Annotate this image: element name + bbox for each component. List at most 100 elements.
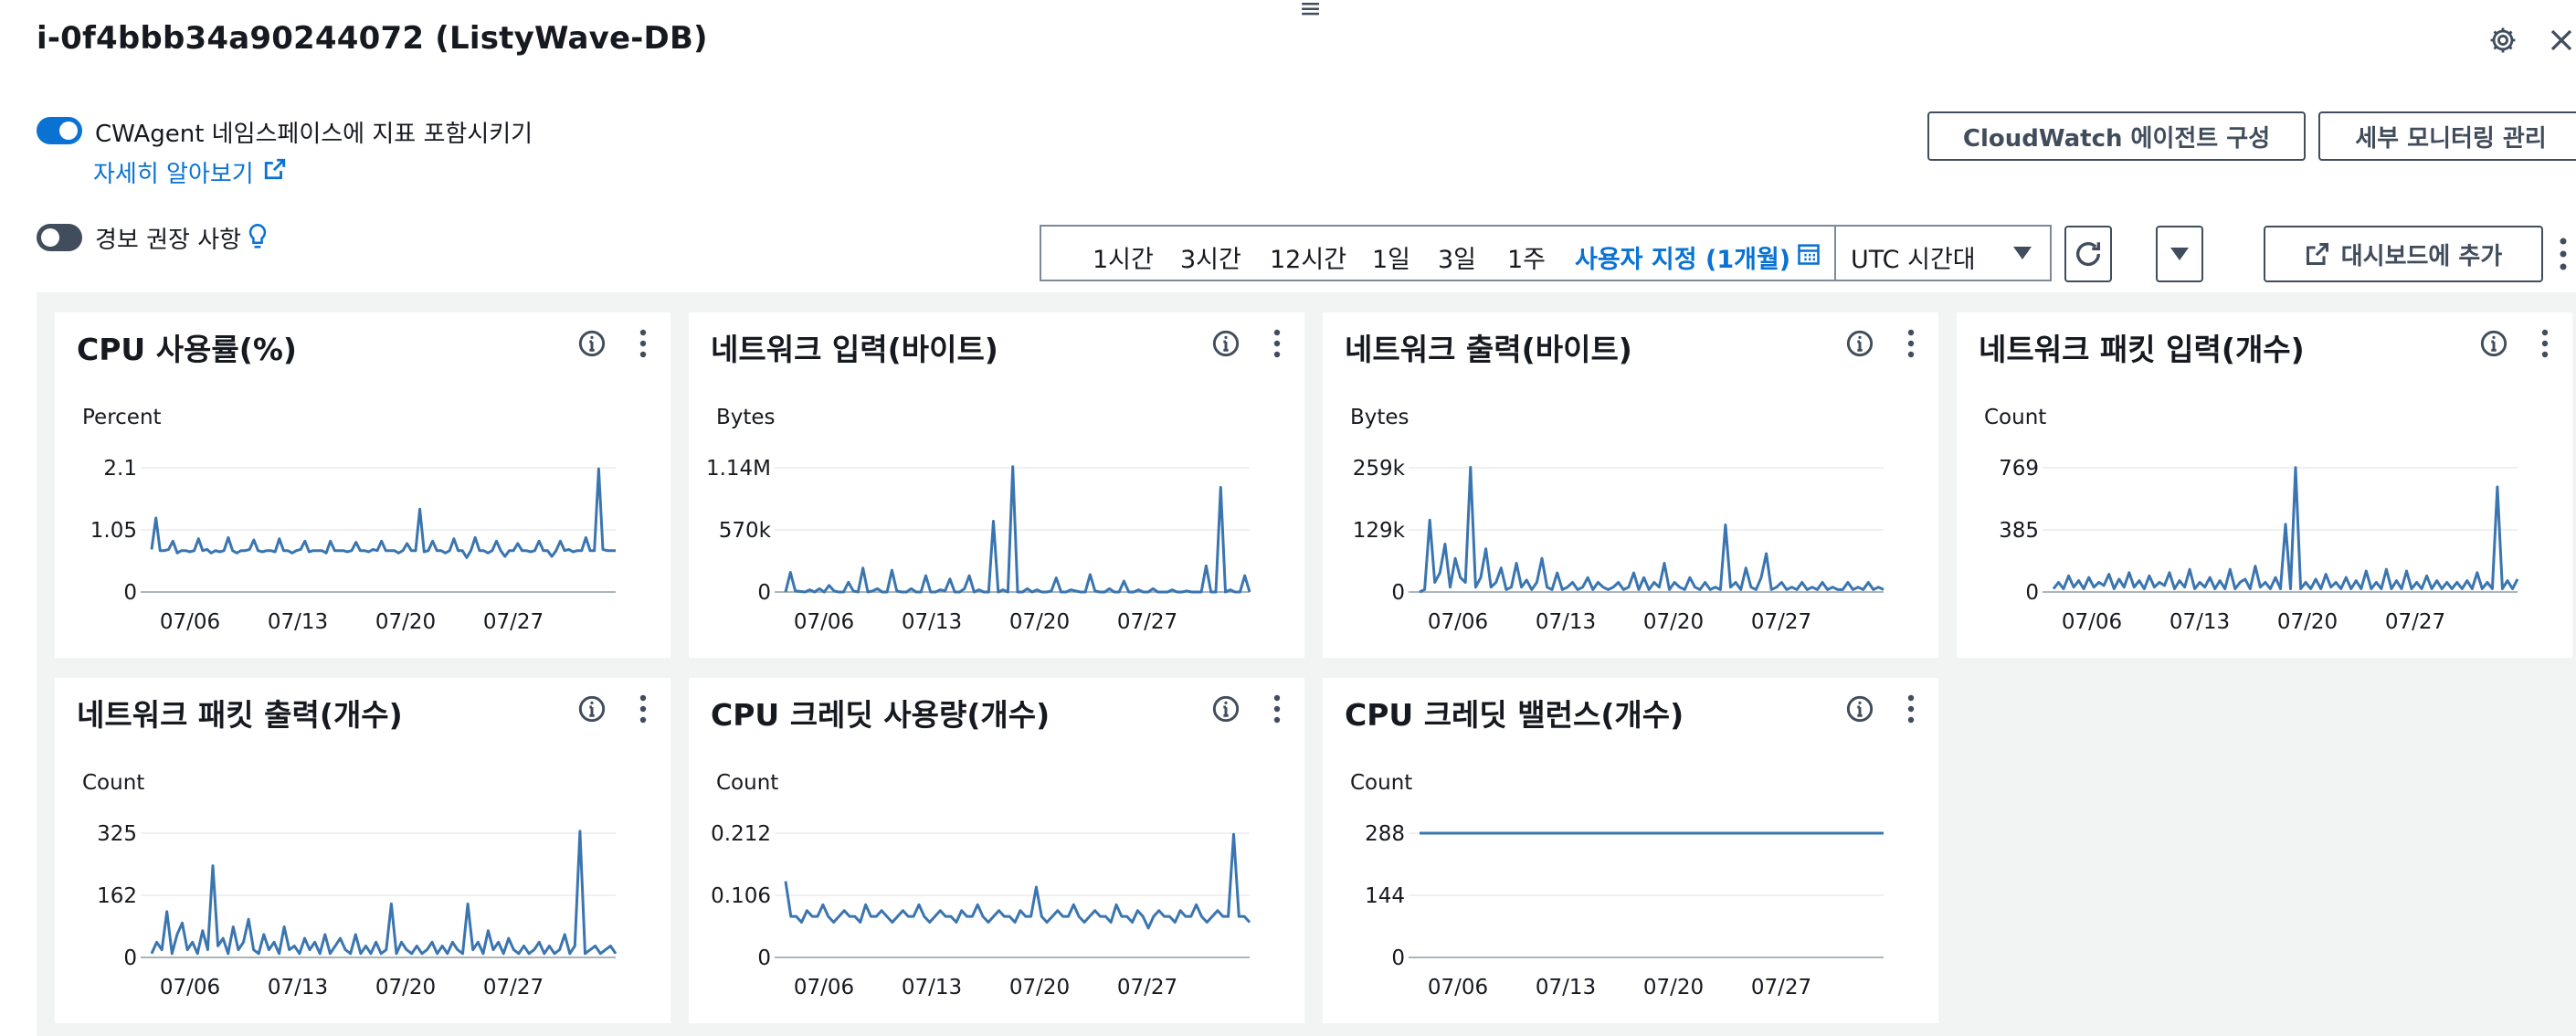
x-tick-label: 07/20 bbox=[375, 610, 436, 634]
refresh-interval-dropdown[interactable] bbox=[2156, 226, 2203, 282]
learn-more-label: 자세히 알아보기 bbox=[93, 161, 254, 188]
y-axis-unit: Count bbox=[1350, 771, 1412, 795]
alarm-toggle-label: 경보 권장 사항 bbox=[95, 227, 242, 254]
range-3d[interactable]: 3일 bbox=[1438, 246, 1477, 274]
external-link-icon bbox=[2306, 242, 2328, 266]
refresh-icon bbox=[2075, 242, 2101, 266]
x-tick-label: 07/20 bbox=[375, 976, 436, 999]
x-tick-label: 07/27 bbox=[483, 610, 544, 634]
x-tick-label: 07/20 bbox=[2277, 610, 2338, 634]
info-icon[interactable] bbox=[2477, 327, 2510, 360]
y-tick-label: 259k bbox=[1353, 457, 1406, 481]
info-icon[interactable] bbox=[1843, 692, 1876, 725]
range-1d[interactable]: 1일 bbox=[1372, 246, 1411, 274]
x-tick-label: 07/13 bbox=[1536, 610, 1596, 634]
cwagent-toggle-label: CWAgent 네임스페이스에 지표 포함시키기 bbox=[95, 121, 533, 148]
time-range-selector: 1시간 3시간 12시간 1일 3일 1주 사용자 지정 (1개월) UTC 시… bbox=[1040, 225, 2052, 281]
calendar-icon[interactable] bbox=[1796, 241, 1821, 270]
y-tick-label: 570k bbox=[719, 519, 772, 543]
x-tick-label: 07/13 bbox=[1536, 976, 1596, 999]
x-tick-label: 07/27 bbox=[483, 976, 544, 999]
x-tick-label: 07/13 bbox=[2170, 610, 2230, 634]
widget-title: CPU 사용률(%) bbox=[77, 332, 297, 367]
widget-menu-icon[interactable] bbox=[1261, 692, 1293, 725]
info-icon[interactable] bbox=[1209, 327, 1242, 360]
y-tick-label: 144 bbox=[1365, 884, 1405, 908]
chart-svg: Bytes 259k 129k 0 07/06 07/13 07/20 07/27 bbox=[1350, 406, 1884, 634]
x-tick-label: 07/06 bbox=[160, 976, 220, 999]
widget-menu-icon[interactable] bbox=[2528, 327, 2561, 360]
x-tick-label: 07/06 bbox=[2062, 610, 2122, 634]
cwagent-toggle[interactable] bbox=[37, 117, 82, 144]
x-tick-label: 07/06 bbox=[794, 610, 854, 634]
add-to-dashboard-label: 대시보드에 추가 bbox=[2340, 242, 2503, 270]
timezone-dropdown-icon[interactable] bbox=[2011, 245, 2033, 265]
range-1h[interactable]: 1시간 bbox=[1093, 246, 1154, 274]
y-tick-label: 0 bbox=[757, 581, 771, 605]
chart-svg: Percent 2.1 1.05 0 07/06 07/13 07/20 07/27 bbox=[82, 406, 616, 634]
timezone-select[interactable]: UTC 시간대 bbox=[1851, 246, 1976, 274]
x-tick-label: 07/20 bbox=[1009, 976, 1070, 999]
series-line bbox=[150, 467, 616, 559]
lightbulb-icon[interactable] bbox=[247, 223, 269, 256]
y-tick-label: 769 bbox=[1999, 457, 2039, 481]
x-tick-label: 07/06 bbox=[1428, 610, 1488, 634]
y-tick-label: 0 bbox=[2025, 581, 2039, 605]
info-icon[interactable] bbox=[1209, 692, 1242, 725]
learn-more-link[interactable]: 자세히 알아보기 bbox=[93, 155, 287, 189]
info-icon[interactable] bbox=[575, 692, 608, 725]
widget-menu-icon[interactable] bbox=[1261, 327, 1293, 360]
widget-title: 네트워크 패킷 입력(개수) bbox=[1979, 332, 2305, 367]
widget-menu-icon[interactable] bbox=[1895, 692, 1927, 725]
range-1w[interactable]: 1주 bbox=[1507, 246, 1547, 274]
configure-cloudwatch-agent-button[interactable]: CloudWatch 에이전트 구성 bbox=[1927, 111, 2306, 161]
info-icon[interactable] bbox=[575, 327, 608, 360]
y-tick-label: 0 bbox=[1391, 581, 1405, 605]
x-tick-label: 07/13 bbox=[268, 610, 328, 634]
manage-detailed-monitoring-button[interactable]: 세부 모니터링 관리 bbox=[2318, 111, 2576, 161]
x-tick-label: 07/06 bbox=[794, 976, 854, 999]
range-3h[interactable]: 3시간 bbox=[1180, 246, 1241, 274]
range-12h[interactable]: 12시간 bbox=[1270, 246, 1347, 274]
chart-svg: Count 325 162 0 07/06 07/13 07/20 07/27 bbox=[82, 771, 618, 999]
external-link-icon bbox=[263, 157, 287, 187]
widget-title: 네트워크 입력(바이트) bbox=[711, 332, 998, 367]
widget-menu-icon[interactable] bbox=[627, 692, 660, 725]
widget-title: CPU 크레딧 밸런스(개수) bbox=[1345, 697, 1684, 733]
caret-down-icon bbox=[2170, 248, 2189, 260]
range-custom[interactable]: 사용자 지정 (1개월) bbox=[1575, 246, 1791, 274]
widget-menu-icon[interactable] bbox=[1895, 327, 1927, 360]
x-tick-label: 07/13 bbox=[902, 610, 962, 634]
y-tick-label: 0.106 bbox=[711, 884, 771, 908]
y-tick-label: 0 bbox=[757, 946, 771, 970]
drag-handle-icon[interactable]: ≡ bbox=[1299, 0, 1323, 25]
y-tick-label: 0.212 bbox=[711, 822, 771, 846]
series-line bbox=[2052, 466, 2519, 590]
alarm-recommendation-toggle[interactable] bbox=[37, 224, 82, 251]
metric-widget: CPU 크레딧 밸런스(개수) Count 288 144 0 07/06 07/13 07/… bbox=[1323, 678, 1938, 1023]
widget-title: 네트워크 출력(바이트) bbox=[1345, 332, 1632, 367]
more-options-icon[interactable] bbox=[2558, 236, 2569, 276]
metric-widget: 네트워크 입력(바이트) Bytes 1.14M 570k 0 07/06 07/13 07/… bbox=[689, 312, 1304, 658]
series-line bbox=[150, 830, 618, 956]
metric-widget: 네트워크 출력(바이트) Bytes 259k 129k 0 07/06 07/13 07/2… bbox=[1323, 312, 1938, 658]
metric-widget: CPU 크레딧 사용량(개수) Count 0.212 0.106 0 07/06 07/1… bbox=[689, 678, 1304, 1023]
page-title: i-0f4bbb34a90244072 (ListyWave-DB) bbox=[37, 20, 708, 57]
widget-menu-icon[interactable] bbox=[627, 327, 660, 360]
x-tick-label: 07/20 bbox=[1009, 610, 1070, 634]
refresh-button[interactable] bbox=[2064, 226, 2112, 282]
y-axis-unit: Count bbox=[1984, 406, 2046, 429]
add-to-dashboard-button[interactable]: 대시보드에 추가 bbox=[2264, 226, 2543, 282]
y-axis-unit: Percent bbox=[82, 406, 162, 429]
close-icon[interactable] bbox=[2543, 22, 2576, 58]
y-tick-label: 2.1 bbox=[103, 457, 137, 481]
metric-widget: CPU 사용률(%) Percent 2.1 1.05 0 07/06 07/13 07/20… bbox=[55, 312, 670, 658]
widget-title: CPU 크레딧 사용량(개수) bbox=[711, 697, 1050, 733]
gear-icon[interactable] bbox=[2485, 22, 2521, 58]
series-line bbox=[784, 832, 1251, 930]
y-axis-unit: Count bbox=[716, 771, 778, 795]
info-icon[interactable] bbox=[1843, 327, 1876, 360]
metric-widget: 네트워크 패킷 입력(개수) Count 769 385 0 07/06 07/13 07/2… bbox=[1957, 312, 2572, 658]
x-tick-label: 07/27 bbox=[2385, 610, 2445, 634]
y-axis-unit: Bytes bbox=[716, 406, 776, 429]
